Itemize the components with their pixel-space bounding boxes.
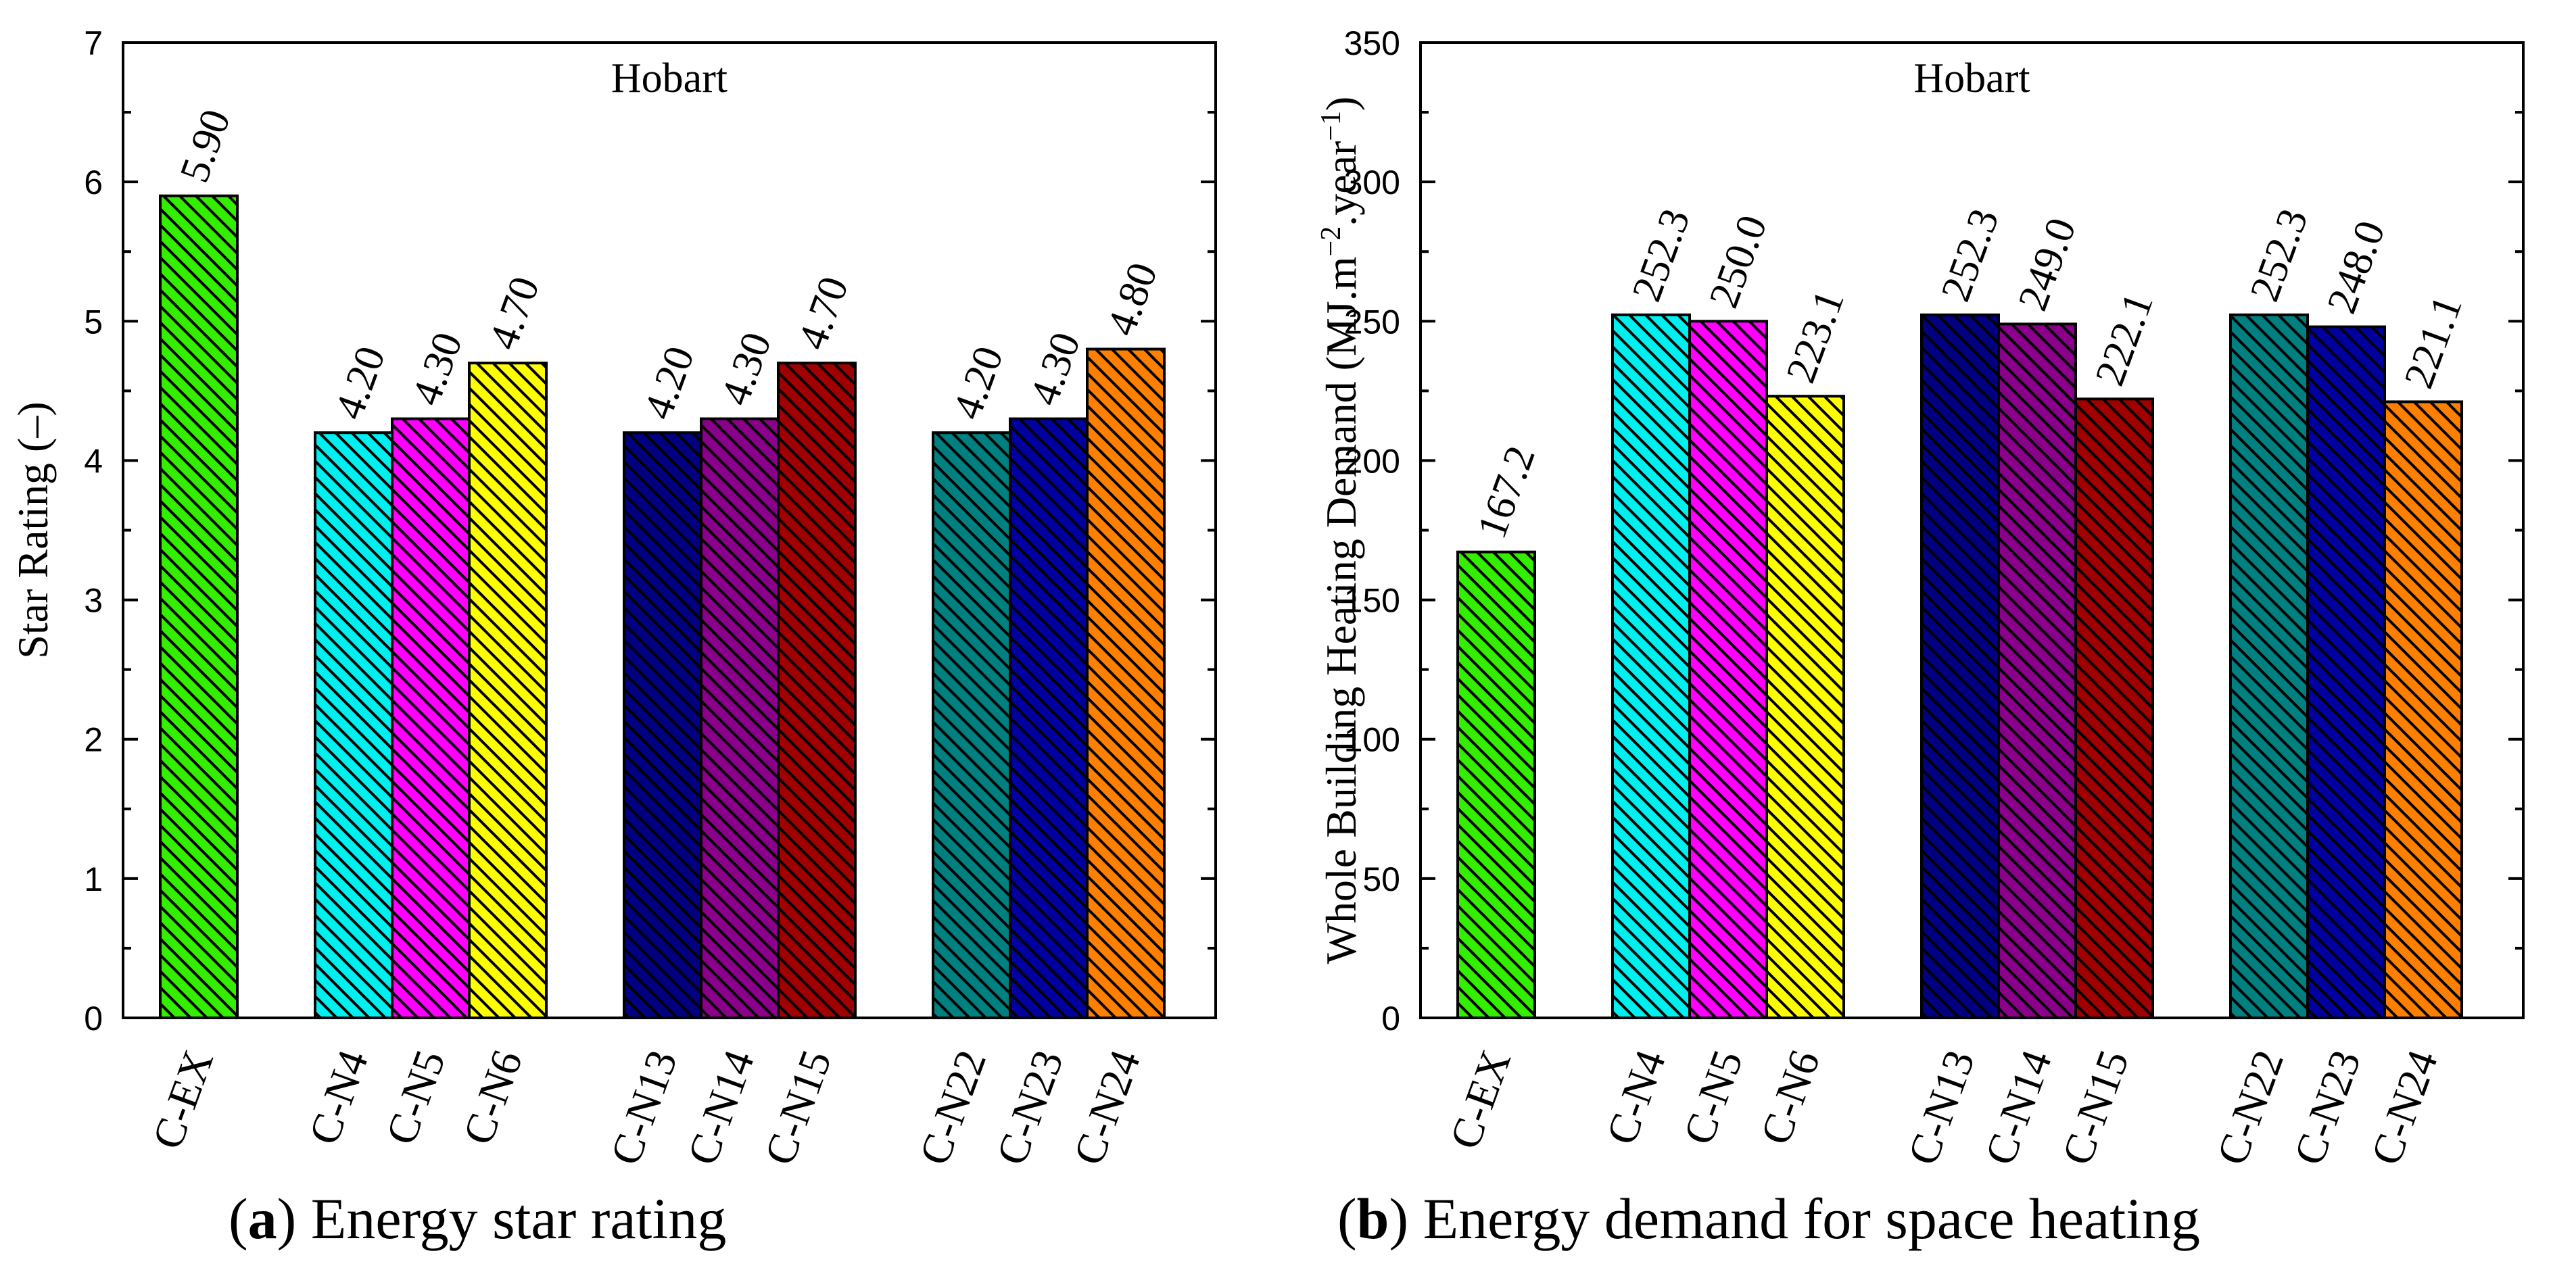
chart-a-bar-c-n4: [314, 431, 393, 1019]
chart-b-category-label: C-N6: [1751, 1044, 1829, 1151]
chart-b-bar-c-n24: [2383, 400, 2463, 1019]
chart-a-bar-c-n14: [700, 417, 780, 1019]
chart-a-bar-c-n13: [623, 431, 702, 1019]
chart-a-bar-c-n15: [777, 362, 857, 1019]
chart-a-bar-c-n22: [932, 431, 1011, 1019]
chart-a-value-label: 4.80: [1098, 257, 1166, 341]
chart-a-title: Hobart: [611, 55, 728, 101]
chart-b-value-label: 248.0: [2318, 215, 2394, 319]
chart-b-ytick-label: 200: [1344, 442, 1400, 480]
chart-b-category-label: C-N4: [1597, 1044, 1675, 1151]
chart-b-value-label: 222.1: [2086, 287, 2162, 391]
chart-b-title: Hobart: [1913, 55, 2030, 101]
chart-a-ytick-label: 4: [84, 442, 103, 480]
chart-a-bar-c-n5: [391, 417, 471, 1019]
chart-b-value-label: 252.3: [1623, 203, 1699, 307]
chart-a-category-label: C-N14: [678, 1044, 763, 1171]
chart-b-category-label: C-N15: [2053, 1044, 2138, 1171]
chart-a-ytick-label: 5: [84, 303, 103, 341]
chart-a-bar-c-n23: [1009, 417, 1089, 1019]
chart-a-category-label: C-N13: [601, 1044, 686, 1171]
chart-b-value-label: 223.1: [1778, 285, 1853, 389]
chart-a-category-label: C-EX: [143, 1044, 222, 1156]
chart-a-ytick-label: 0: [84, 1000, 103, 1037]
chart-a-value-label: 4.20: [326, 341, 394, 425]
chart-a-category-label: C-N4: [300, 1044, 377, 1151]
chart-b-value-label: 252.3: [1932, 203, 2008, 307]
chart-b-category-label: C-N24: [2362, 1044, 2447, 1171]
chart-b-ytick-label: 350: [1344, 24, 1400, 62]
chart-a-bar-c-ex: [159, 194, 239, 1019]
chart-b-ylabel-end: ): [1317, 97, 1365, 111]
chart-b-category-label: C-EX: [1440, 1044, 1520, 1156]
chart-b-ytick-label: 0: [1381, 1000, 1400, 1037]
caption-b-letter: b: [1356, 1186, 1389, 1251]
chart-b-ylabel-main: Whole Building Heating Demand (MJ.m: [1317, 256, 1365, 964]
chart-a-category-label: C-N24: [1064, 1044, 1149, 1171]
chart-b-ytick-label: 50: [1362, 860, 1400, 898]
chart-b-ytick-label: 250: [1344, 303, 1400, 341]
chart-b-ylabel-mid: .year: [1317, 141, 1365, 226]
caption-a-letter: a: [247, 1186, 277, 1251]
chart-b-category-label: C-N23: [2285, 1044, 2370, 1171]
chart-a-value-label: 4.20: [944, 341, 1012, 425]
chart-a-ytick-label: 6: [84, 164, 103, 201]
chart-b-category-label: C-N14: [1976, 1044, 2061, 1171]
chart-b-ytick-label: 100: [1344, 721, 1400, 759]
chart-a-value-label: 4.30: [403, 326, 471, 411]
chart-b-ytick-label: 150: [1344, 582, 1400, 620]
chart-b-category-label: C-N22: [2208, 1044, 2293, 1171]
chart-b-ylabel: Whole Building Heating Demand (MJ.m−2.ye…: [1316, 97, 1365, 964]
chart-b-category-label: C-N13: [1899, 1044, 1984, 1171]
chart-a-category-label: C-N15: [755, 1044, 840, 1171]
caption-b: (b) Energy demand for space heating: [1337, 1186, 2201, 1251]
chart-b-ytick-label: 300: [1344, 164, 1400, 201]
chart-a-value-label: 4.30: [712, 326, 780, 411]
chart-b-value-label: 249.0: [2009, 212, 2085, 316]
chart-a-value-label: 4.70: [480, 271, 548, 356]
chart-a-category-label: C-N22: [910, 1044, 995, 1171]
chart-b-bar-c-n22: [2229, 313, 2309, 1020]
chart-b-bar-c-n5: [1688, 320, 1768, 1019]
chart-a-ytick-label: 2: [84, 721, 103, 759]
chart-a-value-label: 4.30: [1021, 326, 1089, 411]
chart-b-ylabel-sup2: −1: [1316, 111, 1347, 141]
chart-b-bar-c-n23: [2306, 325, 2386, 1019]
caption-a: (a) Energy star rating: [229, 1186, 727, 1251]
chart-a-ylabel: Star Rating (–): [9, 401, 57, 658]
chart-a-ytick-label: 3: [84, 582, 103, 620]
chart-a-bar-c-n24: [1086, 347, 1166, 1019]
caption-a-text: Energy star rating: [310, 1186, 727, 1251]
chart-b-ylabel-sup1: −2: [1316, 226, 1347, 257]
chart-b-category-label: C-N5: [1674, 1044, 1752, 1151]
chart-b-value-label: 167.2: [1469, 440, 1544, 544]
chart-b-value-label: 221.1: [2395, 290, 2471, 394]
chart-a-category-label: C-N6: [454, 1044, 531, 1151]
chart-b-bar-c-ex: [1456, 550, 1536, 1019]
chart-a-ytick-label: 7: [84, 24, 103, 62]
chart-a-ytick-label: 1: [84, 860, 103, 898]
chart-b-value-label: 250.0: [1700, 210, 1776, 314]
chart-b-bar-c-n13: [1920, 313, 2000, 1020]
chart-a-value-label: 4.70: [789, 271, 857, 356]
chart-b-value-label: 252.3: [2241, 203, 2317, 307]
chart-a-bar-c-n6: [468, 362, 548, 1019]
chart-a-category-label: C-N5: [377, 1044, 454, 1151]
chart-a-value-label: 4.20: [635, 341, 703, 425]
chart-a-category-label: C-N23: [987, 1044, 1072, 1171]
chart-a-value-label: 5.90: [171, 103, 239, 188]
chart-b-bar-c-n14: [1997, 322, 2077, 1019]
chart-b-bar-c-n4: [1611, 313, 1691, 1020]
chart-b-bar-c-n15: [2074, 397, 2154, 1019]
chart-b-bar-c-n6: [1765, 395, 1845, 1019]
caption-b-text: Energy demand for space heating: [1423, 1186, 2201, 1251]
